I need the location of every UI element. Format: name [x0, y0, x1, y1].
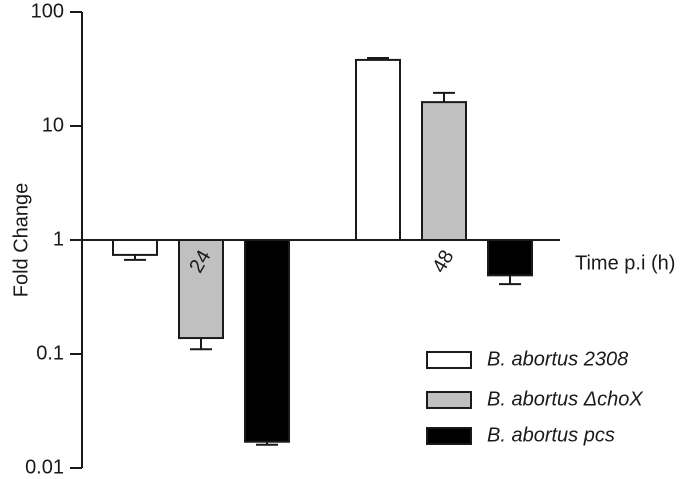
y-tick-label: 0.01	[25, 456, 64, 478]
legend-label: B. abortus ΔchoX	[487, 388, 643, 410]
bar	[421, 101, 467, 241]
y-tick-label: 100	[31, 0, 64, 22]
legend-label: B. abortus 2308	[487, 348, 628, 370]
x-axis-label: Time p.i (h)	[575, 252, 675, 274]
legend-swatch	[426, 391, 472, 409]
bar	[112, 239, 158, 256]
x-tick-label: 48	[428, 247, 458, 277]
y-tick-label: 1	[53, 228, 64, 250]
y-tick-label: 0.1	[36, 342, 64, 364]
legend-swatch	[426, 427, 472, 445]
legend-label: B. abortus pcs	[487, 424, 615, 446]
y-tick-label: 10	[42, 114, 64, 136]
bar	[244, 239, 290, 443]
bar	[355, 58, 401, 242]
legend-swatch	[426, 351, 472, 369]
y-axis-label: Fold Change	[10, 183, 32, 298]
bar	[178, 239, 224, 340]
bar	[487, 239, 533, 277]
